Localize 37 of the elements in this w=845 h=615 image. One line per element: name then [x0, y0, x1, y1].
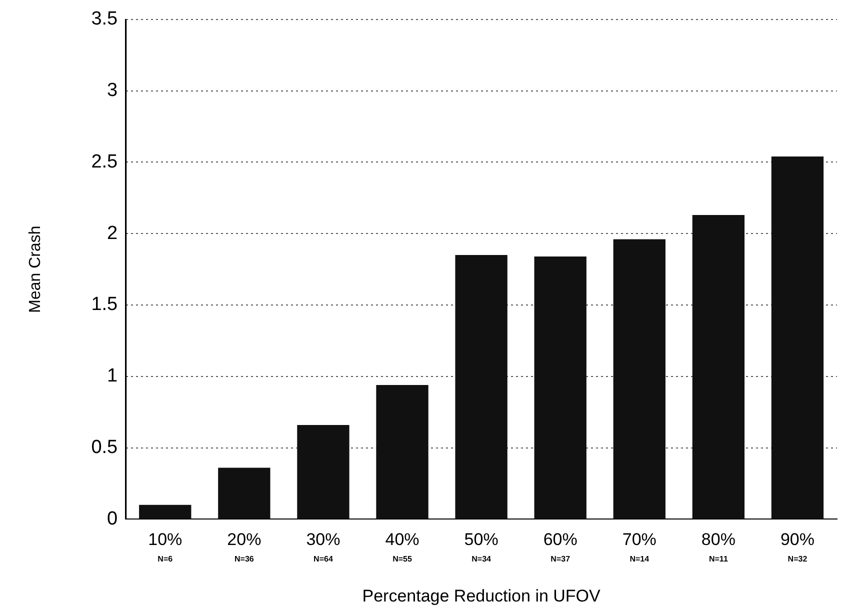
x-tick-label: 20% [227, 530, 262, 550]
x-tick-label: 90% [780, 530, 814, 550]
text: N=11 [708, 554, 728, 564]
y-tick-label: 2 [107, 222, 118, 244]
bar [139, 504, 192, 519]
y-tick-label: 3.5 [91, 8, 118, 30]
text: N=36 [234, 554, 254, 564]
y-tick-label: 0.5 [91, 437, 118, 458]
y-tick-label: 1.5 [91, 294, 118, 316]
x-axis-title: Percentage Reduction in UFOV [362, 586, 602, 606]
y-tick-label: 0 [107, 508, 118, 530]
x-tick-label: 50% [464, 530, 498, 550]
bar [692, 215, 745, 519]
bar [455, 255, 508, 519]
x-tick-label: 80% [701, 530, 736, 550]
text: N=55 [392, 554, 412, 564]
x-tick-label: 10% [148, 530, 182, 550]
y-tick-label: 2.5 [91, 151, 118, 172]
bar [613, 239, 666, 519]
x-tick-label: 60% [543, 530, 578, 550]
bar [218, 468, 270, 519]
bar [534, 256, 586, 519]
text: N=34 [472, 554, 492, 564]
text: N=64 [314, 554, 334, 564]
text: N=37 [550, 554, 571, 564]
y-tick-label: 1 [107, 366, 118, 387]
y-tick-label: 3 [107, 80, 118, 102]
x-tick-label: 40% [385, 530, 420, 550]
text: N=6 [158, 554, 174, 564]
bar [376, 384, 428, 519]
x-tick-label: 30% [306, 530, 340, 550]
y-axis-title: Mean Crash [27, 226, 44, 313]
text: N=32 [788, 554, 808, 564]
bar [297, 424, 350, 519]
bar [771, 156, 824, 519]
text: N=14 [630, 554, 650, 564]
x-tick-label: 70% [622, 530, 656, 550]
